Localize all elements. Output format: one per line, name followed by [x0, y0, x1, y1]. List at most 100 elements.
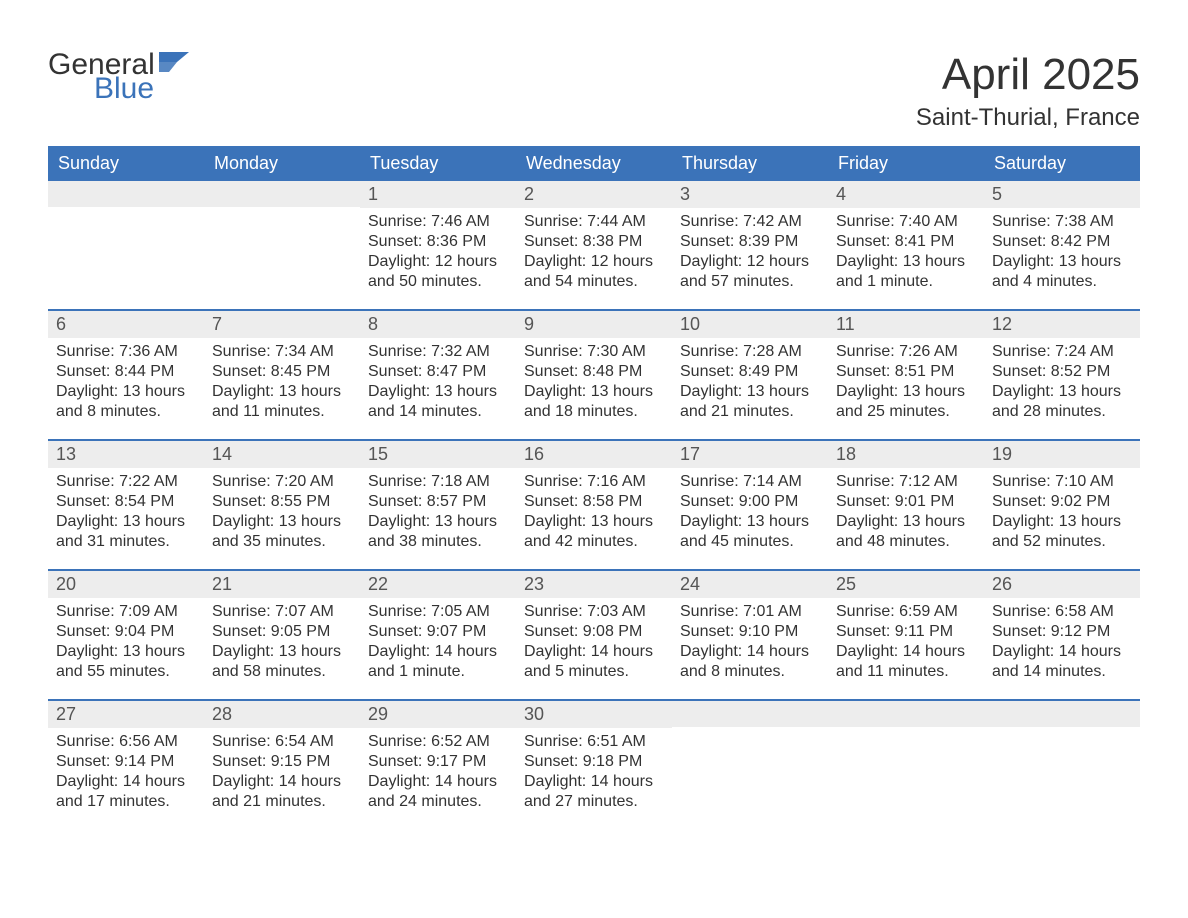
- daylight-text-1: Daylight: 14 hours: [680, 642, 820, 662]
- calendar-cell: 9Sunrise: 7:30 AMSunset: 8:48 PMDaylight…: [516, 311, 672, 439]
- daylight-text-1: Daylight: 13 hours: [836, 512, 976, 532]
- daylight-text-1: Daylight: 14 hours: [368, 772, 508, 792]
- day-number: 22: [360, 571, 516, 598]
- daylight-text-1: Daylight: 13 hours: [524, 382, 664, 402]
- day-data: Sunrise: 7:36 AMSunset: 8:44 PMDaylight:…: [48, 338, 204, 432]
- sunset-text: Sunset: 9:10 PM: [680, 622, 820, 642]
- daylight-text-1: Daylight: 14 hours: [992, 642, 1132, 662]
- day-data: Sunrise: 7:16 AMSunset: 8:58 PMDaylight:…: [516, 468, 672, 562]
- day-data: Sunrise: 7:10 AMSunset: 9:02 PMDaylight:…: [984, 468, 1140, 562]
- daylight-text-2: and 17 minutes.: [56, 792, 196, 812]
- day-header-sunday: Sunday: [48, 146, 204, 181]
- sunset-text: Sunset: 8:36 PM: [368, 232, 508, 252]
- calendar-cell: 24 Sunrise: 7:01 AMSunset: 9:10 PMDayligh…: [672, 571, 828, 699]
- day-data: Sunrise: 6:56 AMSunset: 9:14 PMDaylight:…: [48, 728, 204, 822]
- daylight-text-1: Daylight: 13 hours: [368, 512, 508, 532]
- day-data: Sunrise: 7:24 AMSunset: 8:52 PMDaylight:…: [984, 338, 1140, 432]
- sunrise-text: Sunrise: 7:30 AM: [524, 342, 664, 362]
- calendar-cell: 26Sunrise: 6:58 AMSunset: 9:12 PMDayligh…: [984, 571, 1140, 699]
- daylight-text-2: and 28 minutes.: [992, 402, 1132, 422]
- daylight-text-2: and 55 minutes.: [56, 662, 196, 682]
- calendar-cell: 1Sunrise: 7:46 AMSunset: 8:36 PMDaylight…: [360, 181, 516, 309]
- header: General Blue April 2025 Saint-Thurial, F…: [48, 50, 1140, 132]
- day-number: 5: [984, 181, 1140, 208]
- location: Saint-Thurial, France: [916, 104, 1140, 132]
- calendar-cell: 20Sunrise: 7:09 AMSunset: 9:04 PMDayligh…: [48, 571, 204, 699]
- day-number: 10: [672, 311, 828, 338]
- day-number: [48, 181, 204, 207]
- day-data: Sunrise: 7:03 AMSunset: 9:08 PMDaylight:…: [516, 598, 672, 692]
- week-row: 13Sunrise: 7:22 AMSunset: 8:54 PMDayligh…: [48, 439, 1140, 569]
- day-data: Sunrise: 7:09 AMSunset: 9:04 PMDaylight:…: [48, 598, 204, 692]
- daylight-text-1: Daylight: 13 hours: [368, 382, 508, 402]
- daylight-text-1: Daylight: 13 hours: [524, 512, 664, 532]
- day-number: 3: [672, 181, 828, 208]
- calendar-cell: 18Sunrise: 7:12 AMSunset: 9:01 PMDayligh…: [828, 441, 984, 569]
- calendar-cell: 19Sunrise: 7:10 AMSunset: 9:02 PMDayligh…: [984, 441, 1140, 569]
- day-data: Sunrise: 6:58 AMSunset: 9:12 PMDaylight:…: [984, 598, 1140, 692]
- day-number: 6: [48, 311, 204, 338]
- day-data: Sunrise: 7:20 AMSunset: 8:55 PMDaylight:…: [204, 468, 360, 562]
- day-header-row: Sunday Monday Tuesday Wednesday Thursday…: [48, 146, 1140, 181]
- day-data: Sunrise: 7:22 AMSunset: 8:54 PMDaylight:…: [48, 468, 204, 562]
- day-header-friday: Friday: [828, 146, 984, 181]
- calendar-cell: 4Sunrise: 7:40 AMSunset: 8:41 PMDaylight…: [828, 181, 984, 309]
- calendar: Sunday Monday Tuesday Wednesday Thursday…: [48, 146, 1140, 829]
- sunset-text: Sunset: 8:48 PM: [524, 362, 664, 382]
- calendar-cell: 7Sunrise: 7:34 AMSunset: 8:45 PMDaylight…: [204, 311, 360, 439]
- sunset-text: Sunset: 8:52 PM: [992, 362, 1132, 382]
- daylight-text-2: and 31 minutes.: [56, 532, 196, 552]
- daylight-text-1: Daylight: 13 hours: [212, 382, 352, 402]
- sunrise-text: Sunrise: 7:01 AM: [680, 602, 820, 622]
- daylight-text-1: Daylight: 14 hours: [212, 772, 352, 792]
- day-data: Sunrise: 7:28 AMSunset: 8:49 PMDaylight:…: [672, 338, 828, 432]
- title-group: April 2025 Saint-Thurial, France: [916, 50, 1140, 132]
- daylight-text-1: Daylight: 14 hours: [524, 642, 664, 662]
- daylight-text-2: and 58 minutes.: [212, 662, 352, 682]
- daylight-text-2: and 24 minutes.: [368, 792, 508, 812]
- weeks-container: 1Sunrise: 7:46 AMSunset: 8:36 PMDaylight…: [48, 181, 1140, 829]
- day-number: 7: [204, 311, 360, 338]
- day-number: 25: [828, 571, 984, 598]
- calendar-cell: 13Sunrise: 7:22 AMSunset: 8:54 PMDayligh…: [48, 441, 204, 569]
- sunset-text: Sunset: 8:45 PM: [212, 362, 352, 382]
- sunset-text: Sunset: 9:18 PM: [524, 752, 664, 772]
- sunrise-text: Sunrise: 7:05 AM: [368, 602, 508, 622]
- daylight-text-2: and 5 minutes.: [524, 662, 664, 682]
- daylight-text-1: Daylight: 13 hours: [992, 382, 1132, 402]
- daylight-text-1: Daylight: 13 hours: [212, 642, 352, 662]
- sunrise-text: Sunrise: 6:56 AM: [56, 732, 196, 752]
- day-number: 27: [48, 701, 204, 728]
- sunrise-text: Sunrise: 7:28 AM: [680, 342, 820, 362]
- daylight-text-2: and 27 minutes.: [524, 792, 664, 812]
- calendar-cell: 2Sunrise: 7:44 AMSunset: 8:38 PMDaylight…: [516, 181, 672, 309]
- sunrise-text: Sunrise: 7:36 AM: [56, 342, 196, 362]
- sunrise-text: Sunrise: 7:12 AM: [836, 472, 976, 492]
- calendar-cell: [672, 701, 828, 829]
- day-number: 18: [828, 441, 984, 468]
- sunrise-text: Sunrise: 7:38 AM: [992, 212, 1132, 232]
- sunrise-text: Sunrise: 6:52 AM: [368, 732, 508, 752]
- sunrise-text: Sunrise: 6:54 AM: [212, 732, 352, 752]
- sunset-text: Sunset: 9:07 PM: [368, 622, 508, 642]
- sunrise-text: Sunrise: 6:59 AM: [836, 602, 976, 622]
- month-title: April 2025: [916, 50, 1140, 100]
- sunset-text: Sunset: 8:54 PM: [56, 492, 196, 512]
- day-number: [204, 181, 360, 207]
- calendar-cell: 5Sunrise: 7:38 AMSunset: 8:42 PMDaylight…: [984, 181, 1140, 309]
- calendar-cell: 6Sunrise: 7:36 AMSunset: 8:44 PMDaylight…: [48, 311, 204, 439]
- calendar-cell: [828, 701, 984, 829]
- sunrise-text: Sunrise: 7:24 AM: [992, 342, 1132, 362]
- day-number: 16: [516, 441, 672, 468]
- day-header-wednesday: Wednesday: [516, 146, 672, 181]
- day-number: 24: [672, 571, 828, 598]
- sunset-text: Sunset: 8:44 PM: [56, 362, 196, 382]
- sunset-text: Sunset: 9:11 PM: [836, 622, 976, 642]
- calendar-cell: 23Sunrise: 7:03 AMSunset: 9:08 PMDayligh…: [516, 571, 672, 699]
- daylight-text-1: Daylight: 14 hours: [836, 642, 976, 662]
- sunrise-text: Sunrise: 7:09 AM: [56, 602, 196, 622]
- calendar-cell: 8Sunrise: 7:32 AMSunset: 8:47 PMDaylight…: [360, 311, 516, 439]
- daylight-text-2: and 42 minutes.: [524, 532, 664, 552]
- day-data: [204, 207, 360, 221]
- day-number: 26: [984, 571, 1140, 598]
